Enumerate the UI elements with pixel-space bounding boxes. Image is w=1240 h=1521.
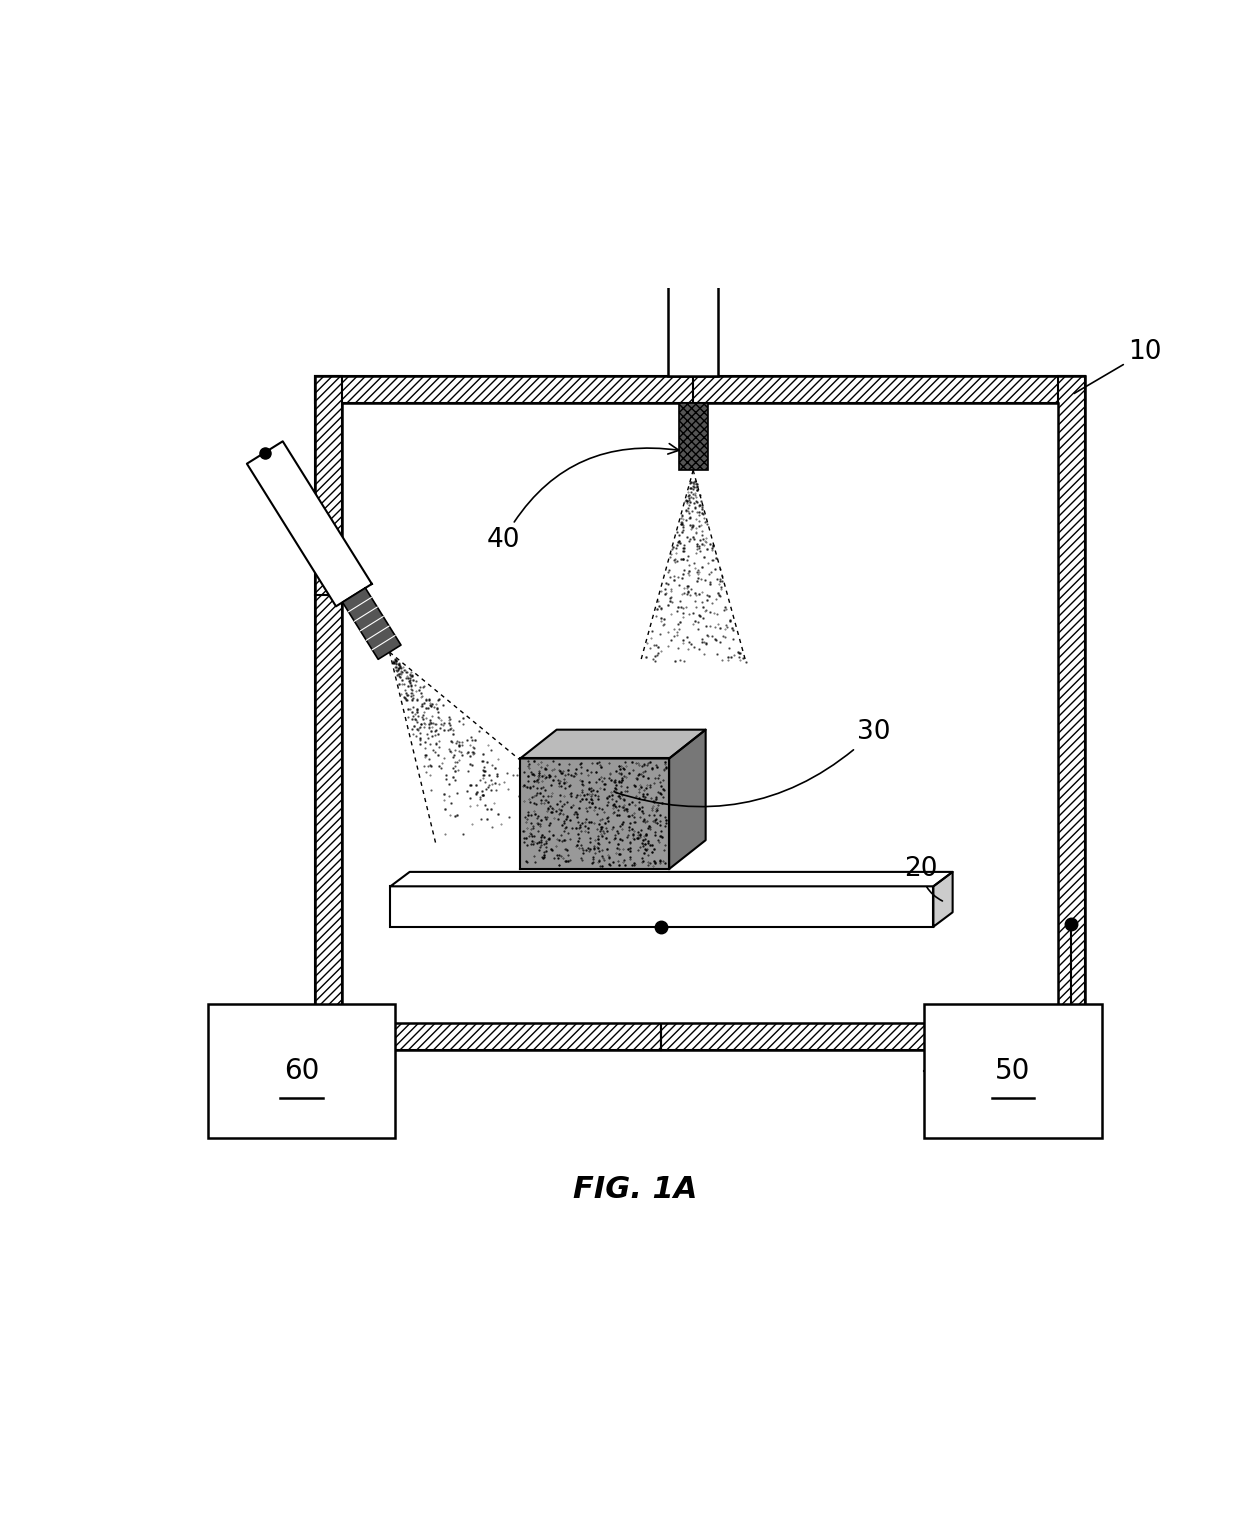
Bar xyxy=(342,403,1058,1022)
Bar xyxy=(924,1004,1101,1138)
Bar xyxy=(315,376,1085,1049)
Bar xyxy=(315,1022,1085,1049)
Text: 60: 60 xyxy=(284,1057,319,1084)
Polygon shape xyxy=(521,730,706,759)
Polygon shape xyxy=(521,759,670,868)
Polygon shape xyxy=(670,730,706,868)
Bar xyxy=(1058,376,1085,1049)
Polygon shape xyxy=(934,872,952,926)
Polygon shape xyxy=(391,872,952,887)
Text: 40: 40 xyxy=(486,444,680,554)
Bar xyxy=(678,403,708,470)
Text: 50: 50 xyxy=(994,1057,1030,1084)
Bar xyxy=(391,887,934,926)
Text: FIG. 1A: FIG. 1A xyxy=(573,1174,698,1203)
Polygon shape xyxy=(247,441,372,607)
Bar xyxy=(668,260,718,376)
Bar xyxy=(208,1004,396,1138)
Text: 30: 30 xyxy=(615,719,890,806)
Bar xyxy=(315,376,1085,403)
Text: 20: 20 xyxy=(905,856,942,900)
Text: 10: 10 xyxy=(1074,339,1162,394)
Bar xyxy=(315,376,342,1049)
Polygon shape xyxy=(342,589,401,659)
